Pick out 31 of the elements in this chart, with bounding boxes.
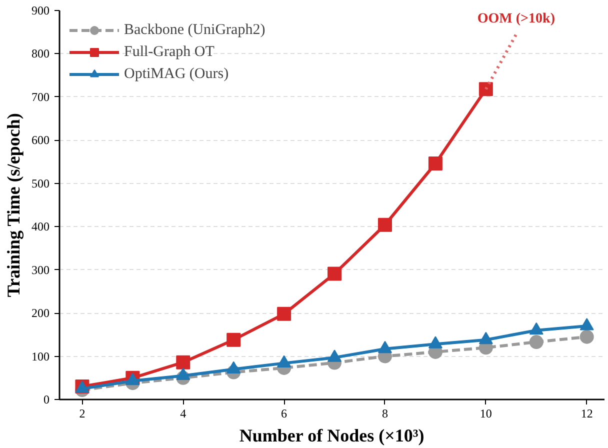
y-tick-label: 700 — [32, 90, 50, 104]
y-tick-label: 500 — [32, 176, 50, 190]
legend-label: OptiMAG (Ours) — [124, 66, 229, 82]
point — [176, 355, 190, 370]
y-tick-label: 300 — [32, 262, 50, 277]
y-tick-label: 800 — [32, 46, 50, 61]
y-tick-label: 400 — [32, 220, 50, 234]
x-tick-label: 8 — [382, 406, 388, 420]
point — [277, 306, 292, 321]
y-tick-label: 200 — [32, 306, 50, 320]
x-tick-label: 10 — [480, 406, 492, 420]
x-axis-title: Number of Nodes (×10³) — [239, 426, 424, 446]
legend-label: Backbone (UniGraph2) — [124, 22, 266, 38]
point — [580, 330, 594, 344]
point — [428, 156, 442, 171]
x-tick-label: 2 — [79, 406, 86, 420]
x-tick-label: 4 — [180, 406, 186, 420]
y-tick-label: 100 — [32, 349, 50, 364]
y-axis-title: Training Time (s/epoch) — [4, 113, 24, 298]
y-tick-label: 600 — [32, 133, 50, 148]
point — [478, 82, 493, 96]
point — [378, 218, 392, 232]
point — [328, 266, 342, 281]
x-tick-label: 12 — [580, 406, 593, 420]
y-tick-label: 0 — [44, 392, 50, 406]
legend-label: Full-Graph OT — [124, 44, 214, 60]
annotation: OOM (>10k) — [477, 11, 556, 26]
point — [529, 335, 544, 349]
y-tick-label: 900 — [32, 4, 50, 18]
point — [226, 332, 241, 347]
x-tick-label: 6 — [281, 406, 288, 420]
